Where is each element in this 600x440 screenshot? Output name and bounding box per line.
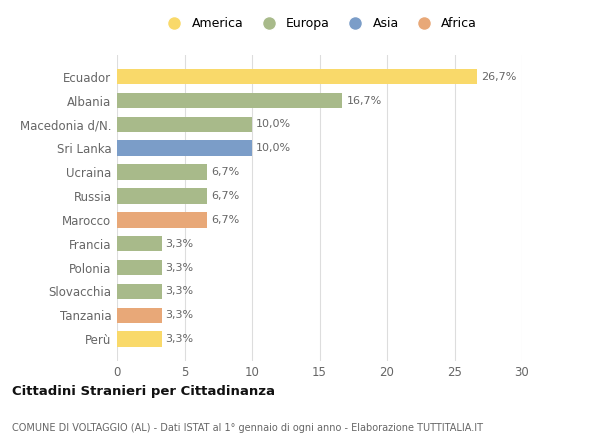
Text: 6,7%: 6,7% (212, 167, 240, 177)
Text: 10,0%: 10,0% (256, 143, 291, 153)
Text: 3,3%: 3,3% (166, 263, 194, 272)
Text: 3,3%: 3,3% (166, 334, 194, 344)
Text: 6,7%: 6,7% (212, 191, 240, 201)
Bar (117, 260, 161, 275)
Bar (117, 308, 161, 323)
Bar (117, 69, 478, 84)
Bar (117, 212, 208, 227)
Legend: America, Europa, Asia, Africa: America, Europa, Asia, Africa (157, 12, 482, 35)
Bar (117, 117, 252, 132)
Text: 16,7%: 16,7% (347, 95, 382, 106)
Bar (117, 236, 161, 251)
Text: 3,3%: 3,3% (166, 310, 194, 320)
Text: 6,7%: 6,7% (212, 215, 240, 225)
Text: 3,3%: 3,3% (166, 286, 194, 297)
Bar (117, 165, 208, 180)
Text: COMUNE DI VOLTAGGIO (AL) - Dati ISTAT al 1° gennaio di ogni anno - Elaborazione : COMUNE DI VOLTAGGIO (AL) - Dati ISTAT al… (12, 423, 483, 433)
Text: 26,7%: 26,7% (482, 72, 517, 82)
Bar (117, 188, 208, 204)
Text: 3,3%: 3,3% (166, 238, 194, 249)
Text: Cittadini Stranieri per Cittadinanza: Cittadini Stranieri per Cittadinanza (12, 385, 275, 398)
Bar (117, 140, 252, 156)
Bar (117, 331, 161, 347)
Bar (117, 93, 343, 108)
Text: 10,0%: 10,0% (256, 119, 291, 129)
Bar (117, 284, 161, 299)
